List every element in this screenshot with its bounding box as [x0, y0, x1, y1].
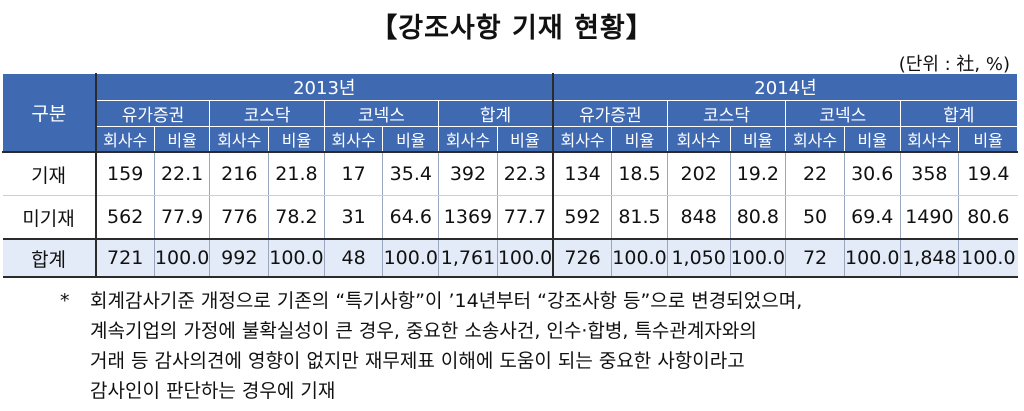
market-header: 코스닥	[666, 100, 787, 127]
ratio-cell: 100.0	[497, 238, 554, 278]
footnote-text: 계속기업의 가정에 불확실성이 큰 경우, 중요한 소송사건, 인수·합병, 특…	[90, 320, 757, 342]
sub-header-count: 회사수	[785, 126, 845, 153]
corner-header: 구분	[1, 73, 97, 153]
market-header: 합계	[899, 100, 1019, 127]
sub-header-count: 회사수	[323, 126, 384, 153]
footnote-text: 회계감사기준 개정으로 기존의 “특기사항”이 ’14년부터 “강조사항 등”으…	[90, 290, 803, 312]
sub-header-ratio: 비율	[843, 126, 901, 153]
company-count-cell: 17	[324, 151, 384, 196]
company-count-cell: 721	[95, 238, 155, 278]
company-count-cell: 592	[552, 195, 613, 240]
company-count-cell: 726	[552, 238, 613, 278]
ratio-cell: 77.7	[497, 195, 554, 240]
ratio-cell: 78.2	[268, 195, 325, 240]
sub-header-count: 회사수	[95, 126, 155, 153]
table-row: 합계 721 100.0 992 100.0 48 100.0 1,761 100.0 726 10…	[2, 238, 1018, 278]
ratio-cell: 81.5	[611, 195, 668, 240]
table-row: 기재 159 22.1 216 21.8 17 35.4 392 22.3 134 18.5 202 1…	[2, 151, 1018, 196]
company-count-cell: 992	[209, 238, 270, 278]
company-count-cell: 562	[95, 195, 155, 240]
company-count-cell: 358	[900, 151, 960, 196]
market-header: 코넥스	[323, 100, 440, 127]
footnote-text: 거래 등 감사의견에 영향이 없지만 재무제표 이해에 도움이 되는 중요한 사…	[90, 350, 745, 372]
ratio-cell: 100.0	[844, 238, 901, 278]
sub-header-ratio: 비율	[958, 126, 1018, 153]
unit-label: (단위 : 社, %)	[898, 54, 1010, 75]
ratio-cell: 80.8	[730, 195, 787, 240]
ratio-cell: 100.0	[268, 238, 325, 278]
sub-header-count: 회사수	[552, 126, 613, 153]
footnote-line: 거래 등 감사의견에 영향이 없지만 재무제표 이해에 도움이 되는 중요한 사…	[60, 346, 1020, 376]
sub-header-ratio: 비율	[268, 126, 325, 153]
ratio-cell: 100.0	[611, 238, 668, 278]
year-header-2013: 2013년	[95, 73, 554, 101]
company-count-cell: 1369	[438, 195, 498, 240]
ratio-cell: 80.6	[958, 195, 1018, 240]
company-count-cell: 776	[209, 195, 270, 240]
sub-header-ratio: 비율	[496, 126, 554, 153]
row-label: 기재	[2, 151, 97, 196]
page-title: 【강조사항 기재 현황】	[370, 13, 654, 44]
sub-header-count: 회사수	[209, 126, 270, 153]
footnote-line: * 회계감사기준 개정으로 기존의 “특기사항”이 ’14년부터 “강조사항 등…	[60, 286, 1020, 316]
company-count-cell: 50	[785, 195, 845, 240]
row-label: 미기재	[2, 195, 97, 240]
sub-header-count: 회사수	[438, 126, 498, 153]
ratio-cell: 100.0	[154, 238, 211, 278]
footnote-line: 계속기업의 가정에 불확실성이 큰 경우, 중요한 소송사건, 인수·합병, 특…	[60, 316, 1020, 346]
ratio-cell: 100.0	[958, 238, 1018, 278]
footnote-marker: *	[60, 290, 70, 312]
sub-header-ratio: 비율	[153, 126, 211, 153]
company-count-cell: 134	[552, 151, 613, 196]
ratio-cell: 35.4	[382, 151, 440, 196]
ratio-cell: 30.6	[844, 151, 901, 196]
ratio-cell: 100.0	[730, 238, 787, 278]
market-header: 코넥스	[785, 100, 901, 127]
year-header-2014: 2014년	[552, 73, 1018, 101]
ratio-cell: 19.2	[730, 151, 787, 196]
market-header: 유가증권	[95, 100, 211, 127]
company-count-cell: 1,050	[667, 238, 731, 278]
sub-header-ratio: 비율	[611, 126, 668, 153]
footnote-line: 감사인이 판단하는 경우에 기재	[60, 376, 1020, 406]
ratio-cell: 77.9	[154, 195, 211, 240]
company-count-cell: 48	[324, 238, 384, 278]
ratio-cell: 21.8	[268, 151, 325, 196]
company-count-cell: 202	[667, 151, 731, 196]
row-label: 합계	[2, 238, 97, 278]
ratio-cell: 22.3	[497, 151, 554, 196]
company-count-cell: 1,848	[900, 238, 960, 278]
market-header: 유가증권	[552, 100, 668, 127]
ratio-cell: 19.4	[958, 151, 1018, 196]
company-count-cell: 1490	[900, 195, 960, 240]
company-count-cell: 1,761	[438, 238, 498, 278]
sub-header-count: 회사수	[666, 126, 731, 153]
company-count-cell: 159	[95, 151, 155, 196]
ratio-cell: 18.5	[611, 151, 668, 196]
market-header: 코스닥	[209, 100, 325, 127]
ratio-cell: 69.4	[844, 195, 901, 240]
company-count-cell: 216	[209, 151, 270, 196]
emphasis-status-table: 구분 2013년 2014년 유가증권 코스닥 코넥스 합계 유가증권 코스닥 …	[1, 73, 1019, 278]
sub-header-count: 회사수	[899, 126, 960, 153]
ratio-cell: 100.0	[382, 238, 440, 278]
table-row: 미기재 562 77.9 776 78.2 31 64.6 1369 77.7 592 81.5 84…	[2, 195, 1018, 240]
sub-header-ratio: 비율	[382, 126, 440, 153]
company-count-cell: 392	[438, 151, 498, 196]
ratio-cell: 64.6	[382, 195, 440, 240]
sub-header-ratio: 비율	[729, 126, 787, 153]
company-count-cell: 31	[324, 195, 384, 240]
company-count-cell: 22	[785, 151, 845, 196]
footnote: * 회계감사기준 개정으로 기존의 “특기사항”이 ’14년부터 “강조사항 등…	[60, 286, 1020, 406]
ratio-cell: 22.1	[154, 151, 211, 196]
company-count-cell: 848	[667, 195, 731, 240]
company-count-cell: 72	[785, 238, 845, 278]
market-header: 합계	[438, 100, 554, 127]
footnote-text: 감사인이 판단하는 경우에 기재	[90, 380, 336, 402]
